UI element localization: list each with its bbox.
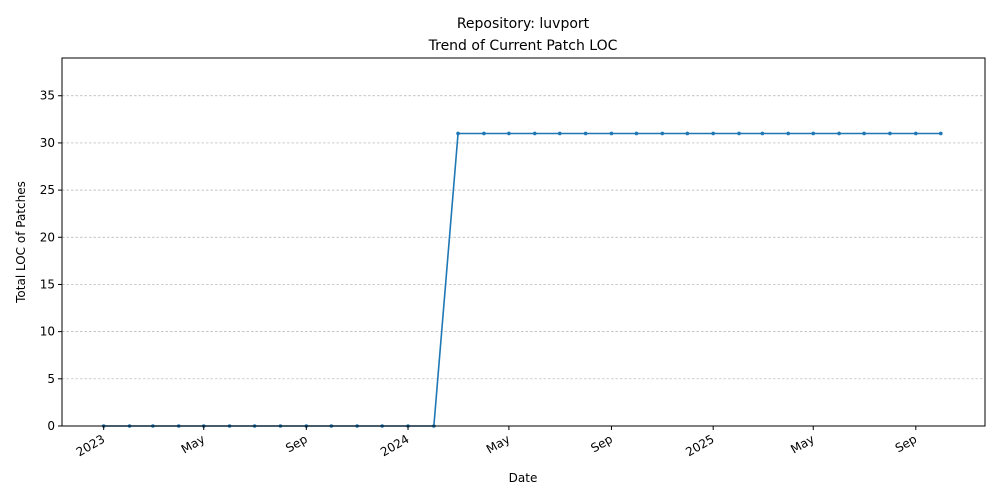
y-axis: 0 5 10 15 20 25 30 35 xyxy=(40,89,62,433)
data-point xyxy=(660,131,665,136)
y-tick-label: 0 xyxy=(47,419,55,433)
data-point xyxy=(760,131,765,136)
x-tick-label: Sep xyxy=(283,432,310,455)
y-tick-label: 5 xyxy=(47,372,55,386)
series-line xyxy=(103,132,941,427)
data-point xyxy=(939,131,943,136)
y-axis-title: Total LOC of Patches xyxy=(14,181,28,304)
data-point xyxy=(532,131,537,136)
y-tick-label: 15 xyxy=(40,277,55,291)
x-tick-label: 2023 xyxy=(74,432,107,459)
data-point xyxy=(482,131,486,136)
data-point xyxy=(862,131,866,136)
x-tick-label: May xyxy=(484,432,512,457)
x-tick-label: 2025 xyxy=(683,432,716,459)
data-point xyxy=(634,131,639,136)
chart-title-line-1: Repository: luvport xyxy=(457,16,590,32)
data-point xyxy=(786,131,791,136)
y-tick-label: 35 xyxy=(40,89,55,103)
data-point xyxy=(737,131,741,136)
y-gridlines xyxy=(62,95,985,380)
y-tick-label: 30 xyxy=(40,136,55,150)
data-point xyxy=(507,131,511,136)
x-tick-label: Sep xyxy=(893,432,920,455)
data-point xyxy=(583,131,588,136)
data-point xyxy=(811,131,816,136)
y-tick-label: 20 xyxy=(40,230,55,244)
x-tick-label: Sep xyxy=(588,432,615,455)
series-line-group xyxy=(101,131,943,428)
y-tick-label: 10 xyxy=(40,325,55,339)
data-point xyxy=(456,131,460,136)
x-axis: 2023 May Sep 2024 May Sep 2025 May Sep xyxy=(74,426,920,459)
chart-title-line-2: Trend of Current Patch LOC xyxy=(428,38,618,54)
data-point xyxy=(913,131,918,136)
x-axis-title: Date xyxy=(509,471,538,485)
data-point xyxy=(557,131,562,136)
x-tick-label: 2024 xyxy=(378,432,411,459)
data-point xyxy=(711,131,715,136)
plot-frame xyxy=(61,57,986,427)
x-tick-label: May xyxy=(788,432,816,457)
data-point xyxy=(837,131,841,136)
y-tick-label: 25 xyxy=(40,183,55,197)
data-point xyxy=(888,131,892,136)
data-point xyxy=(609,131,614,136)
x-tick-label: May xyxy=(179,432,207,457)
data-point xyxy=(685,131,690,136)
